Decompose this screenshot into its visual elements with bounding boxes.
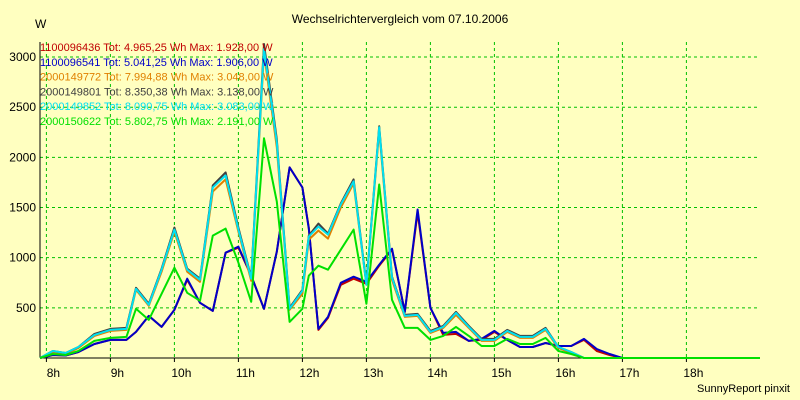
y-tick-label: 2500 <box>9 100 36 114</box>
series-line-6 <box>39 137 760 359</box>
x-tick-label: 16h <box>555 366 575 380</box>
x-tick-label: 17h <box>619 366 639 380</box>
x-tick-label: 15h <box>491 366 511 380</box>
chart-title: Wechselrichtervergleich vom 07.10.2006 <box>292 12 509 26</box>
y-axis-unit-label: W <box>35 17 47 31</box>
y-tick-label: 3000 <box>9 50 36 64</box>
series-line-2 <box>39 166 760 359</box>
y-tick-label: 500 <box>16 301 36 315</box>
legend-entry-6: 2000150622 Tot: 5.802,75 Wh Max: 2.191,0… <box>40 116 274 128</box>
legend-entry-1: 1100096436 Tot: 4.965,25 Wh Max: 1.928,0… <box>40 42 273 54</box>
legend-entry-5: 2000149852 Tot: 8.090,75 Wh Max: 3.083,0… <box>40 101 274 113</box>
x-tick-label: 9h <box>111 366 124 380</box>
axes: 500 1000 1500 2000 2500 3000 8h 9h 10h 11h 12h 13h 1… <box>9 42 760 380</box>
legend-entry-2: 1100096541 Tot: 5.041,25 Wh Max: 1.906,0… <box>40 57 273 69</box>
y-tick-label: 2000 <box>9 150 36 164</box>
series-line-1 <box>39 166 760 359</box>
legend-entry-3: 2000149772 Tot: 7.994,88 Wh Max: 3.048,0… <box>40 72 274 84</box>
legend: 1100096436 Tot: 4.965,25 Wh Max: 1.928,0… <box>40 42 274 128</box>
y-tick-label: 1000 <box>9 251 36 265</box>
x-tick-label: 14h <box>427 366 447 380</box>
x-tick-label: 18h <box>683 366 703 380</box>
legend-entry-4: 2000149801 Tot: 8.350,38 Wh Max: 3.138,0… <box>40 86 274 98</box>
x-tick-label: 13h <box>363 366 383 380</box>
footer-label: SunnyReport pinxit <box>697 383 790 395</box>
x-tick-label: 8h <box>47 366 60 380</box>
y-tick-label: 1500 <box>9 201 36 215</box>
grid-lines <box>40 42 760 358</box>
x-tick-label: 10h <box>171 366 191 380</box>
x-tick-label: 11h <box>236 366 255 380</box>
series-line-3 <box>39 52 760 359</box>
x-tick-label: 12h <box>299 366 319 380</box>
series-lines <box>39 43 760 359</box>
